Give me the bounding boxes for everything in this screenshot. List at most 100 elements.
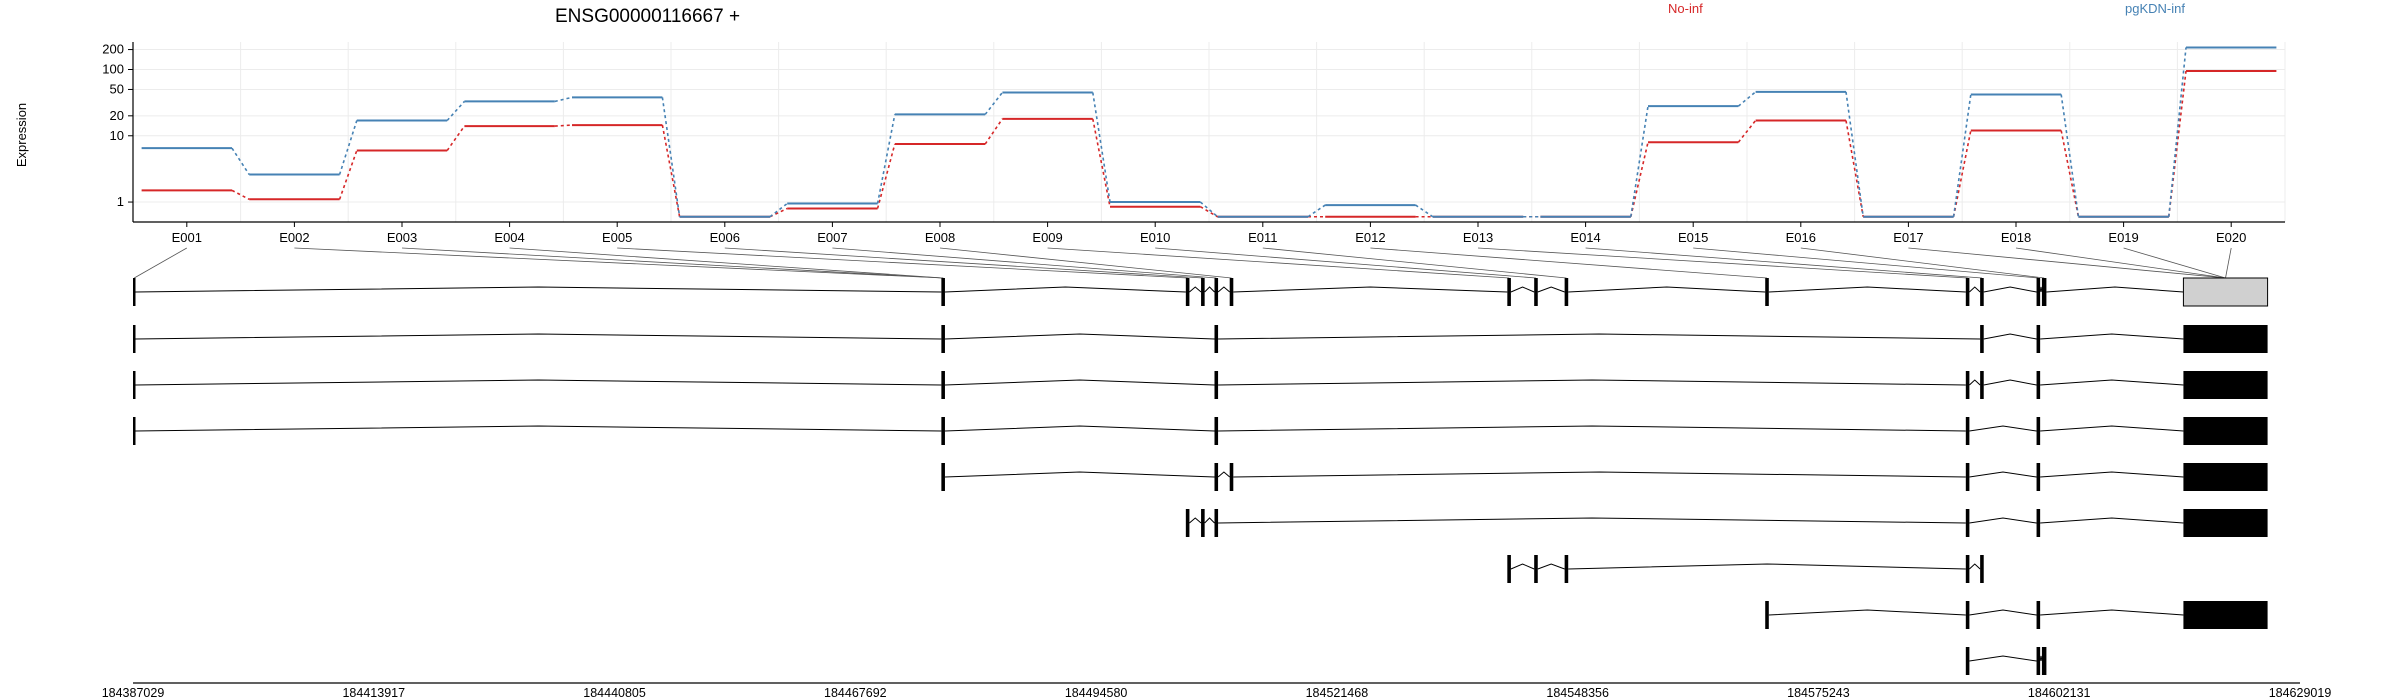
series-pgkdn-inf [141, 46, 2277, 218]
intron [2039, 655, 2043, 662]
coord-tick-label: 184548356 [1546, 686, 1609, 700]
exon-block [2036, 509, 2041, 537]
intron [1204, 517, 1215, 524]
exon-block [1185, 509, 1190, 537]
intron [135, 425, 942, 432]
chart-title: ENSG00000116667 + [555, 6, 740, 27]
intron [2040, 379, 2184, 386]
intron [1537, 286, 1565, 293]
exon-block [941, 325, 945, 353]
series-no-inf [141, 69, 2277, 218]
exon-connector [1585, 247, 1982, 279]
exon-block [1229, 278, 1234, 306]
series-connector [1737, 91, 1757, 107]
intron [944, 425, 1215, 432]
exon-label: E010 [1140, 230, 1170, 245]
exon-connector [1262, 247, 1567, 279]
series-connector [984, 91, 1004, 115]
exon-label: E020 [2216, 230, 2246, 245]
series-layer [141, 46, 2277, 218]
exon-block [1214, 325, 1219, 353]
exon-connector [2123, 247, 2226, 279]
exon-block [1564, 555, 1569, 583]
exon-block [1214, 509, 1219, 537]
exon-block [2036, 278, 2041, 306]
series-connector [554, 124, 573, 127]
intron [1969, 286, 1981, 293]
intron [2040, 425, 2184, 432]
transcript-track [1765, 601, 2268, 629]
intron [1204, 286, 1215, 293]
exon-connector [1800, 247, 2045, 279]
intron [944, 286, 1186, 293]
intron [1969, 563, 1981, 570]
y-tick-label: 1 [117, 194, 124, 209]
intron [1233, 286, 1508, 293]
intron [2040, 609, 2184, 616]
series-connector [446, 125, 466, 151]
intron [135, 379, 942, 386]
intron [135, 333, 942, 340]
intron [1189, 286, 1202, 293]
intron [944, 333, 1215, 340]
exon-label: E006 [710, 230, 740, 245]
exon-connector [2225, 247, 2232, 279]
exon-block [2183, 463, 2268, 491]
coord-tick-label: 184575243 [1787, 686, 1850, 700]
y-tick-label: 10 [110, 128, 124, 143]
series-connector [1630, 106, 1649, 217]
exon-block [1201, 509, 1205, 537]
exon-label: E016 [1786, 230, 1816, 245]
exon-block [2036, 647, 2041, 675]
intron [1233, 471, 1966, 478]
exon-block [2041, 278, 2047, 306]
series-connector [2060, 94, 2080, 217]
intron [1568, 286, 1766, 293]
exon-block [1507, 278, 1511, 306]
exon-label: E011 [1248, 230, 1277, 245]
series-connector [1092, 92, 1111, 203]
series-connector [1845, 120, 1864, 217]
exon-block [2041, 647, 2047, 675]
exon-block [1965, 463, 1970, 491]
exon-connector [617, 247, 1188, 279]
series-connector [1952, 130, 1972, 217]
exon-block [1214, 463, 1219, 491]
intron [2040, 333, 2184, 340]
exon-block [941, 278, 945, 306]
exon-connector [509, 247, 944, 279]
intron [2040, 517, 2184, 524]
exon-block [2183, 371, 2268, 399]
exon-block [1214, 371, 1219, 399]
exon-block [1185, 278, 1190, 306]
exon-label: E001 [172, 230, 202, 245]
exon-label: E019 [2108, 230, 2138, 245]
intron [1568, 563, 1966, 570]
exon-connectors [134, 247, 2232, 279]
exon-block [2036, 325, 2041, 353]
exon-block [1214, 278, 1219, 306]
series-connector [1630, 142, 1649, 217]
exon-block [941, 371, 945, 399]
series-connector [1952, 94, 1972, 217]
exon-block [941, 417, 945, 445]
coord-tick-label: 184387029 [102, 686, 165, 700]
exon-block [941, 463, 945, 491]
exon-block [1534, 278, 1538, 306]
transcript-track [133, 417, 2268, 445]
series-connector [984, 118, 1004, 145]
intron [1983, 333, 2037, 340]
exon-summary-track [133, 277, 2269, 307]
intron [1510, 563, 1535, 570]
intron [1768, 286, 1966, 293]
exon-block [1980, 555, 1984, 583]
exon-block [1980, 371, 1984, 399]
series-connector [2060, 130, 2080, 217]
exon-label: E008 [925, 230, 955, 245]
exon-block [1229, 463, 1234, 491]
exon-connector [1047, 247, 1510, 279]
intron [1768, 609, 1966, 616]
exon-block [133, 371, 136, 399]
exon-block [1564, 278, 1569, 306]
intron [1969, 655, 2037, 662]
